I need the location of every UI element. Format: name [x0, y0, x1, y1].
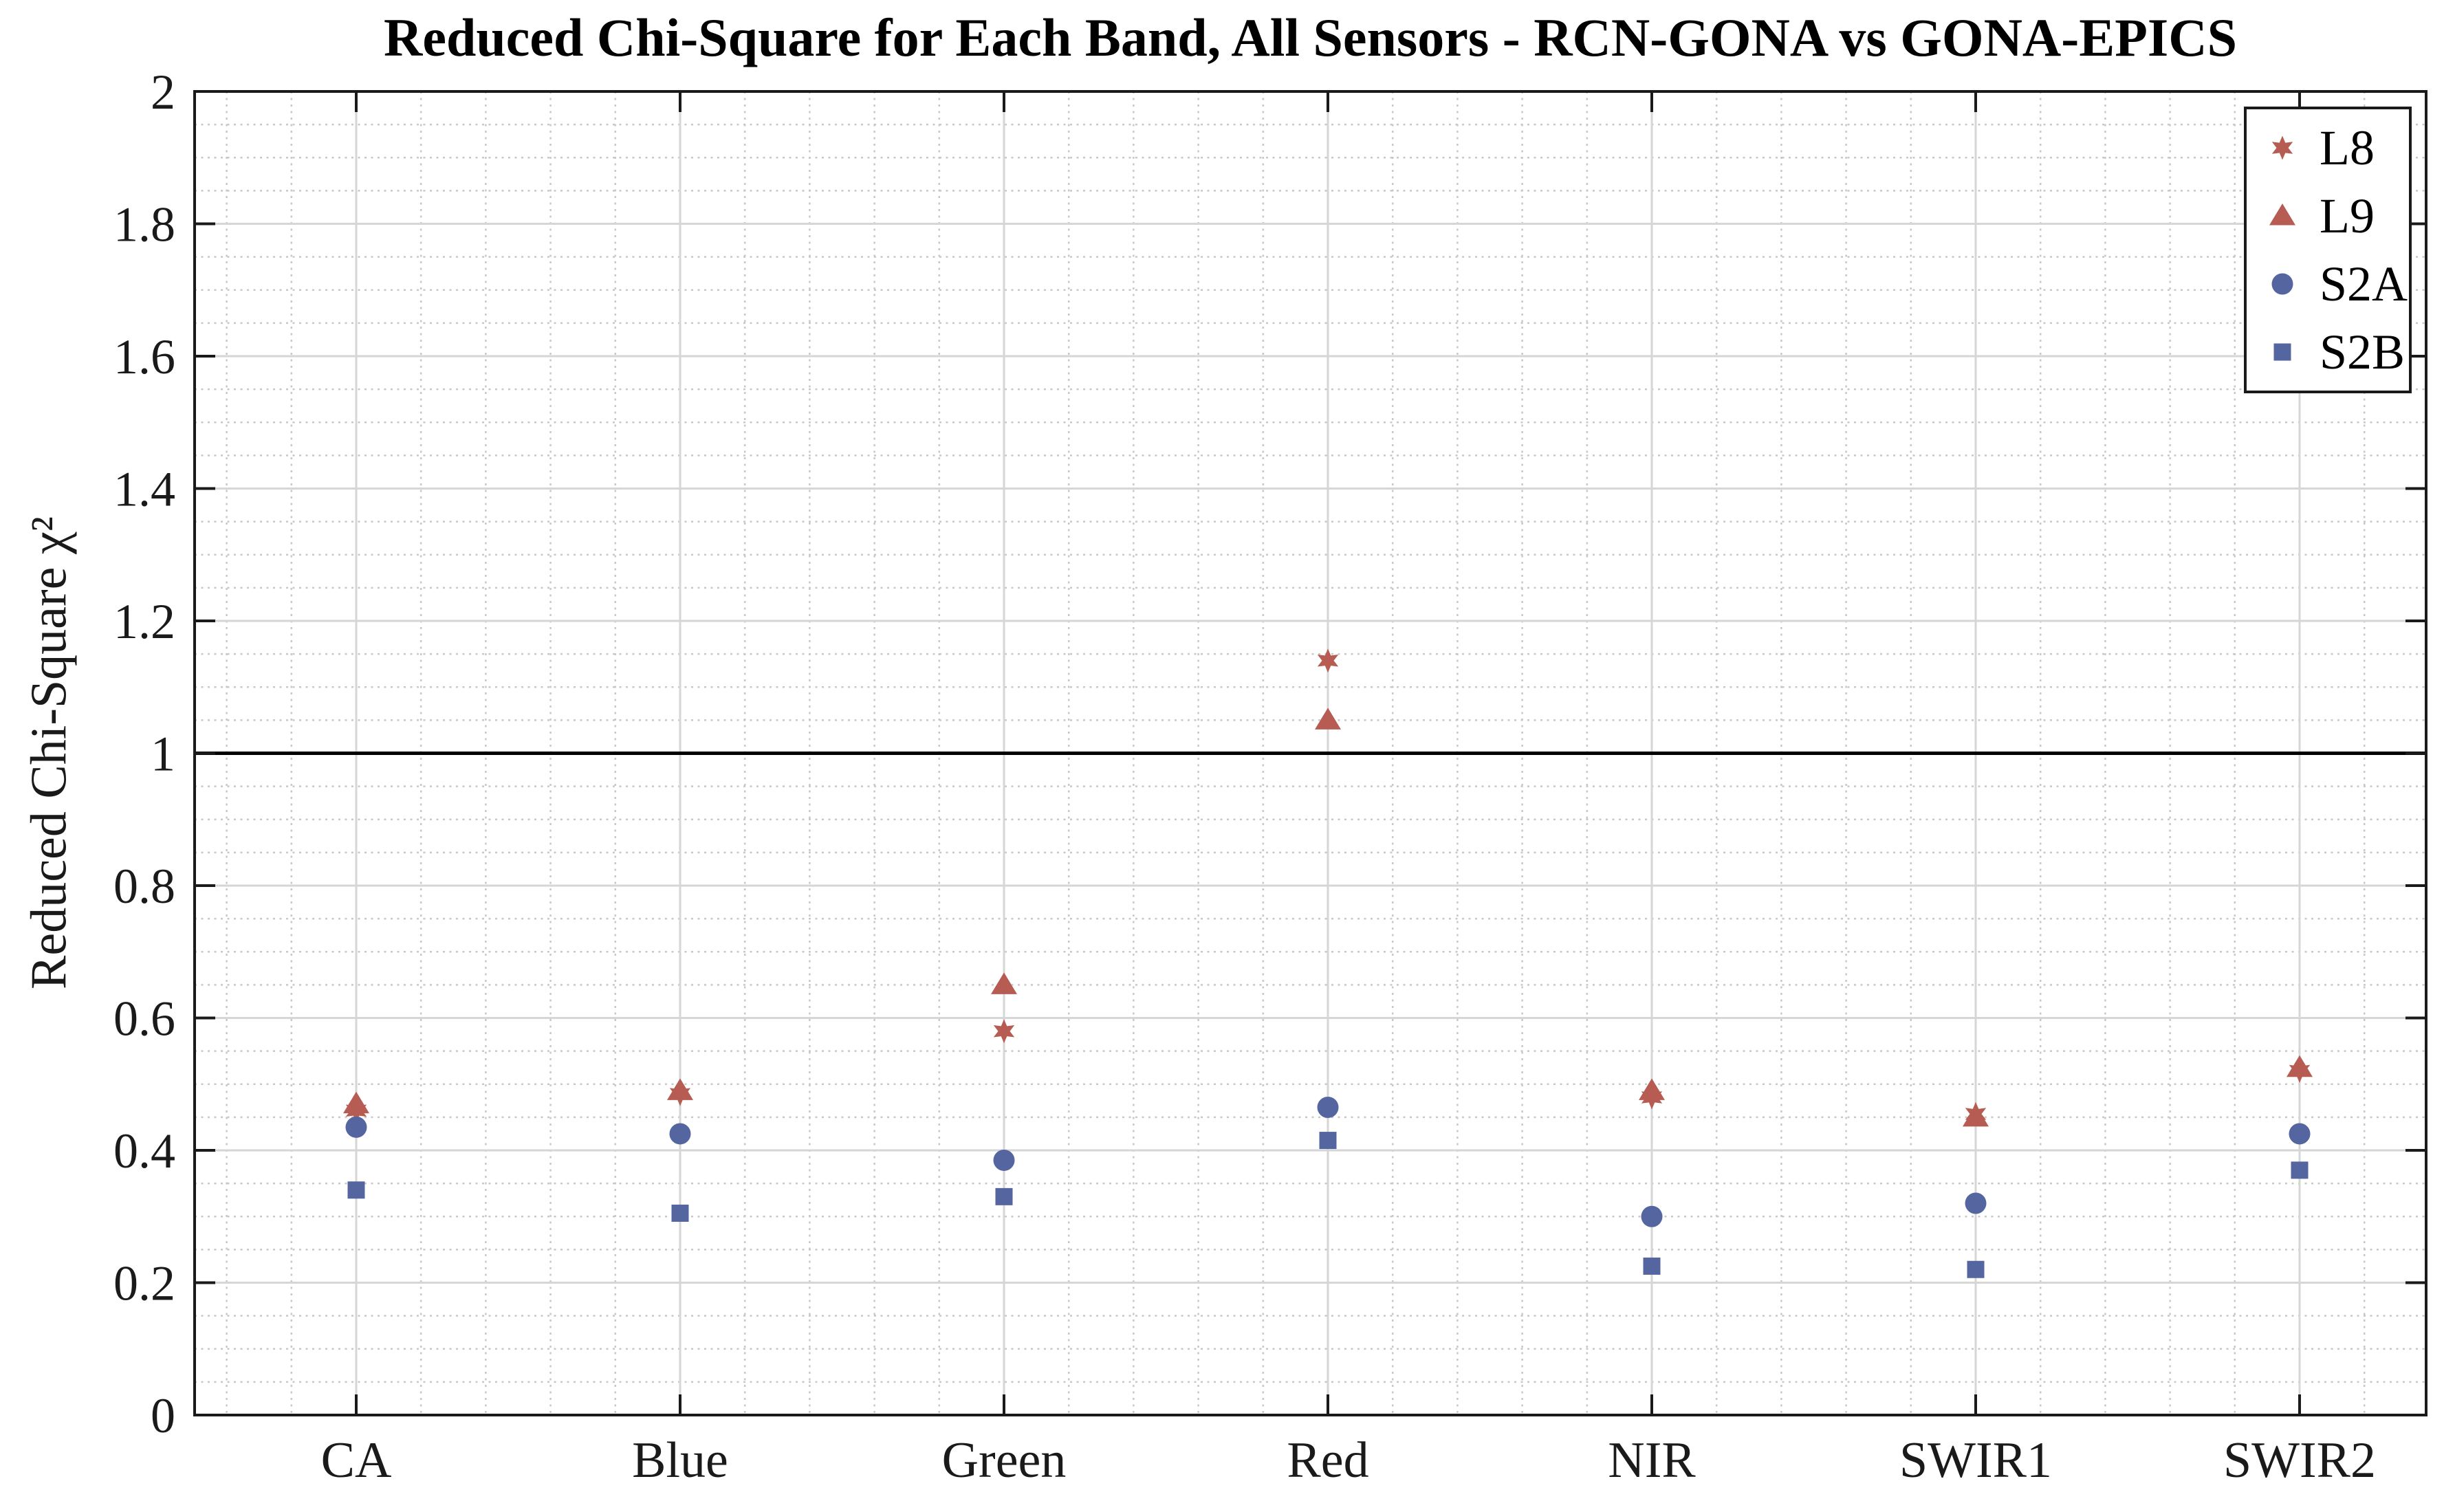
- y-tick-label: 0: [151, 1388, 175, 1443]
- y-tick-label: 1.6: [113, 329, 175, 384]
- x-tick-label: SWIR1: [1899, 1432, 2052, 1489]
- S2A-legend-marker-icon: [2271, 273, 2293, 295]
- marker-S2A-Green: [993, 1149, 1015, 1171]
- marker-L9-SWIR2: [2287, 1055, 2313, 1077]
- marker-L9-Red: [1315, 708, 1341, 730]
- marker-S2B-NIR: [1643, 1257, 1661, 1275]
- legend-item-L8: L8: [2260, 123, 2409, 173]
- legend-item-label: S2A: [2320, 256, 2408, 312]
- L9-legend-marker-icon: [2269, 203, 2295, 226]
- y-tick-label: 0.8: [113, 859, 175, 914]
- legend-item-S2B: S2B: [2260, 327, 2409, 377]
- L8-legend-marker-icon: [2271, 135, 2293, 160]
- marker-L8-Green: [993, 1019, 1015, 1044]
- y-axis-label: Reduced Chi-Square χ²: [21, 516, 78, 989]
- marker-L9-NIR: [1639, 1078, 1665, 1100]
- legend-item-S2A: S2A: [2260, 259, 2409, 309]
- marker-L9-CA: [343, 1091, 369, 1114]
- marker-S2A-CA: [345, 1116, 367, 1138]
- y-tick-label: 1.4: [113, 462, 175, 517]
- L9-legend-marker-shape: [2269, 203, 2295, 226]
- marker-S2A-Blue: [669, 1123, 691, 1145]
- x-tick-label: SWIR2: [2223, 1432, 2376, 1489]
- y-tick-label: 1.8: [113, 197, 175, 252]
- y-tick-label: 0.2: [113, 1256, 175, 1311]
- legend-item-label: S2B: [2320, 325, 2405, 380]
- x-tick-label: Blue: [632, 1432, 728, 1489]
- marker-S2B-CA: [347, 1181, 365, 1199]
- marker-S2B-SWIR2: [2291, 1161, 2309, 1179]
- S2B-legend-marker-shape: [2273, 343, 2291, 361]
- x-tick-label: NIR: [1608, 1432, 1696, 1489]
- x-tick-label: Green: [942, 1432, 1067, 1489]
- x-tick-label: Red: [1287, 1432, 1368, 1489]
- legend-item-L9: L9: [2260, 191, 2409, 241]
- y-tick-label: 0.4: [113, 1124, 175, 1179]
- S2A-legend-marker-shape: [2271, 273, 2293, 295]
- marker-S2A-SWIR1: [1965, 1192, 1987, 1214]
- marker-S2B-SWIR1: [1967, 1260, 1985, 1278]
- marker-L8-Red: [1317, 648, 1339, 673]
- S2B-legend-marker-icon: [2273, 343, 2291, 361]
- marker-S2A-NIR: [1641, 1205, 1663, 1227]
- marker-S2B-Red: [1319, 1132, 1337, 1150]
- L8-legend-marker-shape: [2271, 135, 2293, 160]
- y-tick-label: 2: [151, 65, 175, 120]
- marker-L9-Green: [991, 972, 1017, 994]
- legend-item-label: L9: [2320, 188, 2375, 243]
- marker-S2A-SWIR2: [2289, 1123, 2311, 1145]
- marker-S2B-Green: [995, 1187, 1013, 1205]
- legend-item-label: L8: [2320, 120, 2375, 175]
- chart-title: Reduced Chi-Square for Each Band, All Se…: [384, 8, 2237, 67]
- marker-S2B-Blue: [671, 1204, 689, 1222]
- marker-L9-Blue: [667, 1078, 693, 1100]
- x-tick-label: CA: [321, 1432, 392, 1489]
- marker-S2A-Red: [1317, 1096, 1339, 1118]
- y-tick-label: 0.6: [113, 991, 175, 1047]
- marker-L9-SWIR1: [1963, 1104, 1989, 1127]
- legend-box: L8 L9 S2A S2B: [2244, 107, 2412, 393]
- y-tick-label: 1: [151, 727, 175, 782]
- y-tick-label: 1.2: [113, 594, 175, 649]
